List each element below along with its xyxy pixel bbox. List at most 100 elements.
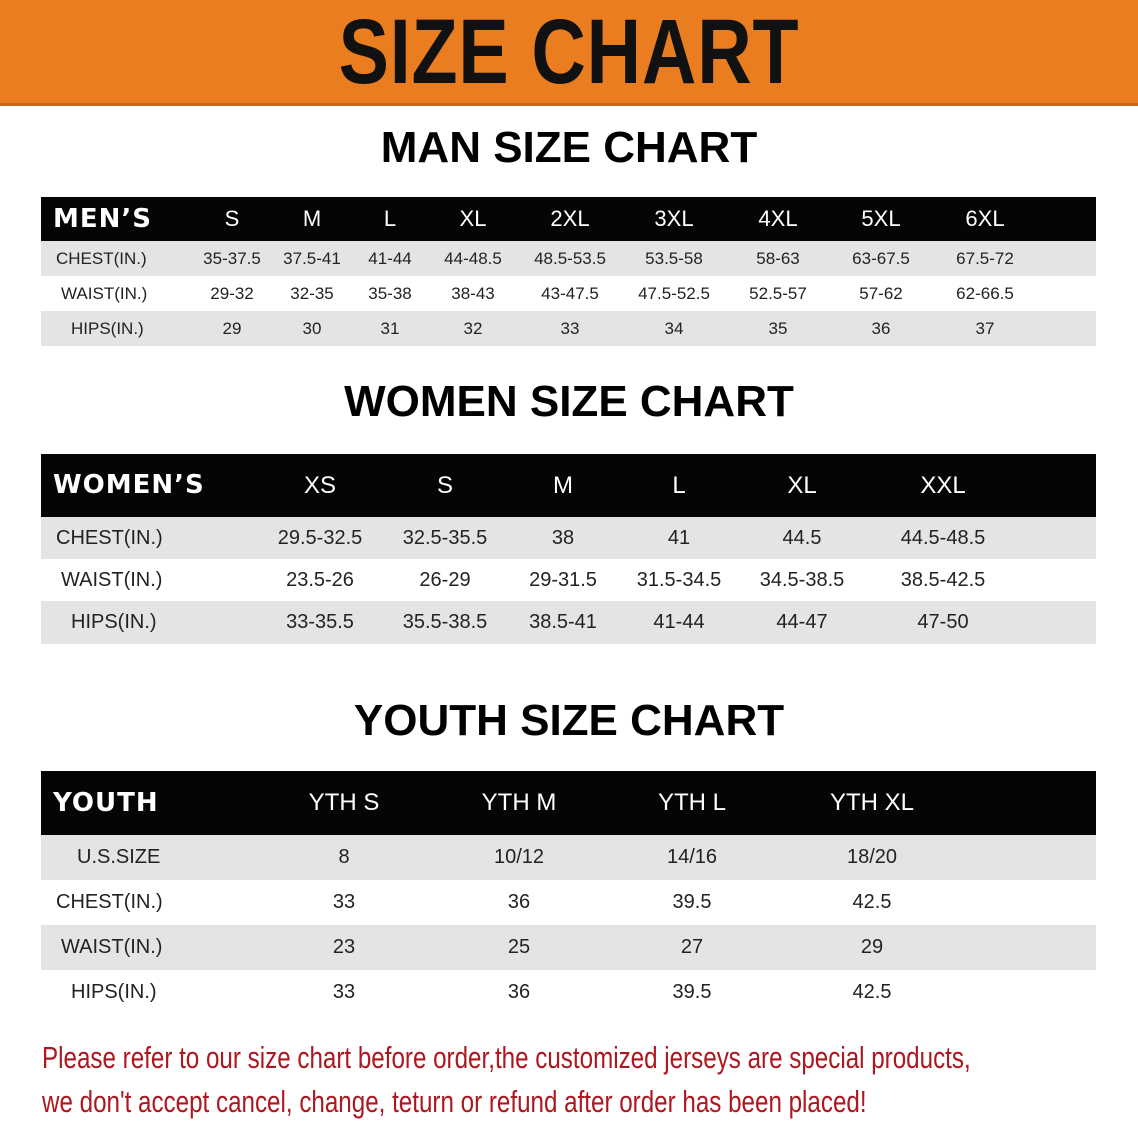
table-row: WAIST(IN.) 29-32 32-35 35-38 38-43 43-47.5 47.… [41,276,1096,311]
size-header: YTH XL [829,789,915,816]
table-cell: 31 [380,319,400,338]
table-cell: 29-31.5 [529,569,597,591]
row-label: CHEST(IN.) [56,249,147,268]
size-header: YTH S [308,789,380,816]
size-header: M [302,206,322,231]
table-cell: 36 [871,319,891,338]
men-header-row: MEN’S S M L XL 2XL 3XL 4XL 5XL 6XL [41,197,1096,241]
table-cell: 32-35 [290,284,334,303]
header-label: WOMEN’S [53,470,205,500]
table-cell: 14/16 [666,846,718,868]
row-label: HIPS(IN.) [71,611,157,633]
notice-line-1: Please refer to our size chart before or… [42,1040,971,1075]
table-cell: 33-35.5 [286,611,354,633]
table-cell: 34.5-38.5 [759,569,845,591]
table-cell: 43-47.5 [541,284,599,303]
table-row: HIPS(IN.) 33-35.5 35.5-38.5 38.5-41 41-44 44-… [41,601,1096,644]
table-cell: 44-48.5 [444,249,502,268]
size-header: S [436,472,454,499]
table-cell: 27 [680,936,704,958]
women-section-title: WOMEN SIZE CHART [344,377,794,426]
table-row: CHEST(IN.) 35-37.5 37.5-41 41-44 44-48.5 48.5… [41,241,1096,276]
table-cell: 35-38 [368,284,412,303]
row-label: HIPS(IN.) [71,981,157,1003]
table-cell: 10/12 [493,846,545,868]
table-cell: 38 [551,527,575,549]
table-cell: 25 [507,936,531,958]
table-cell: 33 [560,319,580,338]
table-row: HIPS(IN.) 33 36 39.5 42.5 [41,970,1096,1015]
table-cell: 26-29 [419,569,471,591]
table-cell: 63-67.5 [852,249,910,268]
size-header: L [672,472,686,499]
table-cell: 33 [332,891,356,913]
size-header: 4XL [758,206,798,231]
table-row: WAIST(IN.) 23.5-26 26-29 29-31.5 31.5-34.5 34… [41,559,1096,601]
table-cell: 42.5 [852,981,892,1003]
size-header: XL [459,206,487,231]
table-cell: 35.5-38.5 [402,611,488,633]
table-cell: 32 [463,319,483,338]
youth-size-table: YOUTH YTH S YTH M YTH L YTH XL U.S.SIZE 8 10/12… [41,771,1096,1015]
table-cell: 31.5-34.5 [636,569,722,591]
table-cell: 47.5-52.5 [638,284,710,303]
size-header: XS [303,472,337,499]
table-cell: 41-44 [653,611,705,633]
row-label: HIPS(IN.) [71,319,144,338]
table-row: CHEST(IN.) 33 36 39.5 42.5 [41,880,1096,925]
table-cell: 32.5-35.5 [402,527,488,549]
size-header: 2XL [550,206,590,231]
table-cell: 39.5 [672,981,712,1003]
table-cell: 23.5-26 [286,569,354,591]
size-header: YTH L [657,789,727,816]
table-cell: 30 [302,319,322,338]
size-header: XXL [920,472,966,499]
size-header: 5XL [861,206,901,231]
row-label: WAIST(IN.) [61,569,163,591]
table-cell: 41 [667,527,691,549]
table-cell: 52.5-57 [749,284,807,303]
table-cell: 38-43 [451,284,495,303]
size-header: 3XL [654,206,694,231]
table-cell: 36 [507,981,531,1003]
row-label: WAIST(IN.) [61,936,163,958]
youth-section-title: YOUTH SIZE CHART [353,696,785,745]
table-cell: 38.5-42.5 [900,569,986,591]
table-cell: 44.5-48.5 [900,527,986,549]
table-cell: 44-47 [776,611,828,633]
size-header: L [383,206,397,231]
size-header: XL [787,472,817,499]
youth-header-row: YOUTH YTH S YTH M YTH L YTH XL [41,771,1096,835]
table-cell: 23 [332,936,356,958]
table-cell: 29 [222,319,242,338]
table-cell: 29 [860,936,884,958]
table-cell: 37.5-41 [283,249,341,268]
men-size-table: MEN’S S M L XL 2XL 3XL 4XL 5XL 6XL CHEST(IN.) 35-37… [41,197,1096,346]
row-label: CHEST(IN.) [56,527,163,549]
banner-title: SIZE CHART [338,1,800,103]
table-cell: 48.5-53.5 [534,249,606,268]
women-header-row: WOMEN’S XS S M L XL XXL [41,454,1096,517]
table-cell: 41-44 [368,249,412,268]
table-cell: 38.5-41 [529,611,597,633]
table-cell: 29-32 [210,284,254,303]
table-cell: 42.5 [852,891,892,913]
table-row: CHEST(IN.) 29.5-32.5 32.5-35.5 38 41 44.5 44.5… [41,517,1096,559]
table-cell: 39.5 [672,891,712,913]
table-row: U.S.SIZE 8 10/12 14/16 18/20 [41,835,1096,880]
row-label: WAIST(IN.) [61,284,148,303]
table-cell: 58-63 [756,249,800,268]
size-header: M [553,472,573,499]
notice-line-2: we don't accept cancel, change, teturn o… [42,1084,867,1119]
table-cell: 67.5-72 [956,249,1014,268]
table-row: HIPS(IN.) 29 30 31 32 33 34 35 36 37 [41,311,1096,346]
size-header: S [224,206,240,231]
table-cell: 62-66.5 [956,284,1014,303]
header-label: YOUTH [53,788,159,818]
header-label: MEN’S [53,204,152,234]
table-cell: 47-50 [917,611,969,633]
women-size-table: WOMEN’S XS S M L XL XXL CHEST(IN.) 29.5-32.5 32.5… [41,454,1096,644]
table-cell: 29.5-32.5 [277,527,363,549]
table-cell: 8 [338,846,350,868]
table-row: WAIST(IN.) 23 25 27 29 [41,925,1096,970]
